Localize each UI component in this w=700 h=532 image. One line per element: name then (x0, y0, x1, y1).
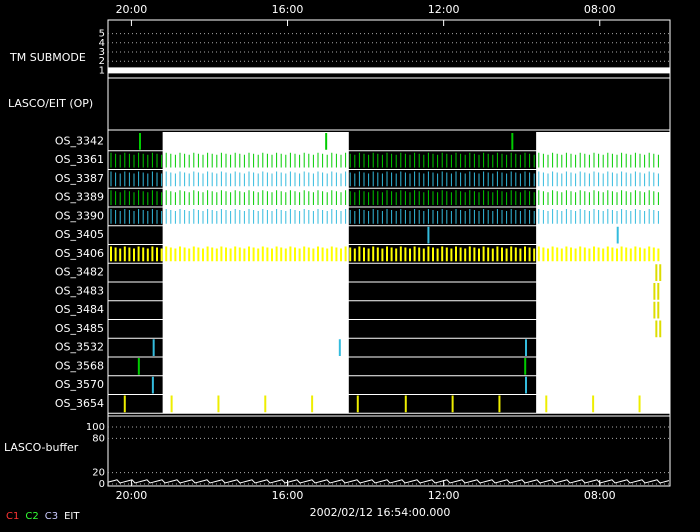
row-label: OS_3484 (55, 303, 104, 316)
row-label: OS_3483 (55, 284, 104, 297)
row-label: OS_3406 (55, 247, 104, 260)
buffer-trace (107, 479, 670, 484)
submode-label: TM SUBMODE (9, 51, 86, 64)
row-label: OS_3568 (55, 359, 104, 372)
legend-entry: C2 (25, 511, 38, 522)
y-tick-label: 3 (99, 47, 105, 58)
submode-bar (108, 67, 670, 74)
y-tick-label: 1 (99, 65, 105, 76)
row-label: OS_3387 (55, 172, 104, 185)
row-label: OS_3532 (55, 341, 104, 354)
x-tick-label: 20:00 (116, 489, 148, 502)
legend-entry: C1 (6, 511, 19, 522)
row-label: OS_3482 (55, 266, 104, 279)
timestamp: 2002/02/12 16:54:00.000 (310, 506, 451, 519)
buffer-label: LASCO-buffer (4, 441, 79, 454)
white-span (162, 132, 349, 414)
row-label: OS_3485 (55, 322, 104, 335)
y-tick-label: 2 (99, 56, 105, 67)
legend-entry: C3 (45, 511, 58, 522)
y-tick-label: 5 (99, 29, 105, 40)
x-tick-label: 16:00 (272, 489, 304, 502)
op-label: LASCO/EIT (OP) (8, 97, 93, 110)
y-tick-label: 4 (99, 38, 105, 49)
y-tick-label: 20 (92, 468, 105, 479)
x-tick-label: 20:00 (116, 3, 148, 16)
x-tick-label: 08:00 (584, 489, 616, 502)
row-label: OS_3342 (55, 134, 104, 147)
legend-entry: EIT (64, 511, 80, 522)
y-tick-label: 100 (86, 422, 105, 433)
x-tick-label: 12:00 (428, 489, 460, 502)
row-label: OS_3654 (55, 397, 104, 410)
row-label: OS_3570 (55, 378, 104, 391)
x-tick-label: 12:00 (428, 3, 460, 16)
row-label: OS_3405 (55, 228, 104, 241)
row-label: OS_3361 (55, 153, 104, 166)
row-label: OS_3390 (55, 209, 104, 222)
y-tick-label: 80 (92, 433, 105, 444)
y-tick-label: 0 (99, 479, 105, 490)
x-tick-label: 08:00 (584, 3, 616, 16)
row-label: OS_3389 (55, 191, 104, 204)
x-tick-label: 16:00 (272, 3, 304, 16)
